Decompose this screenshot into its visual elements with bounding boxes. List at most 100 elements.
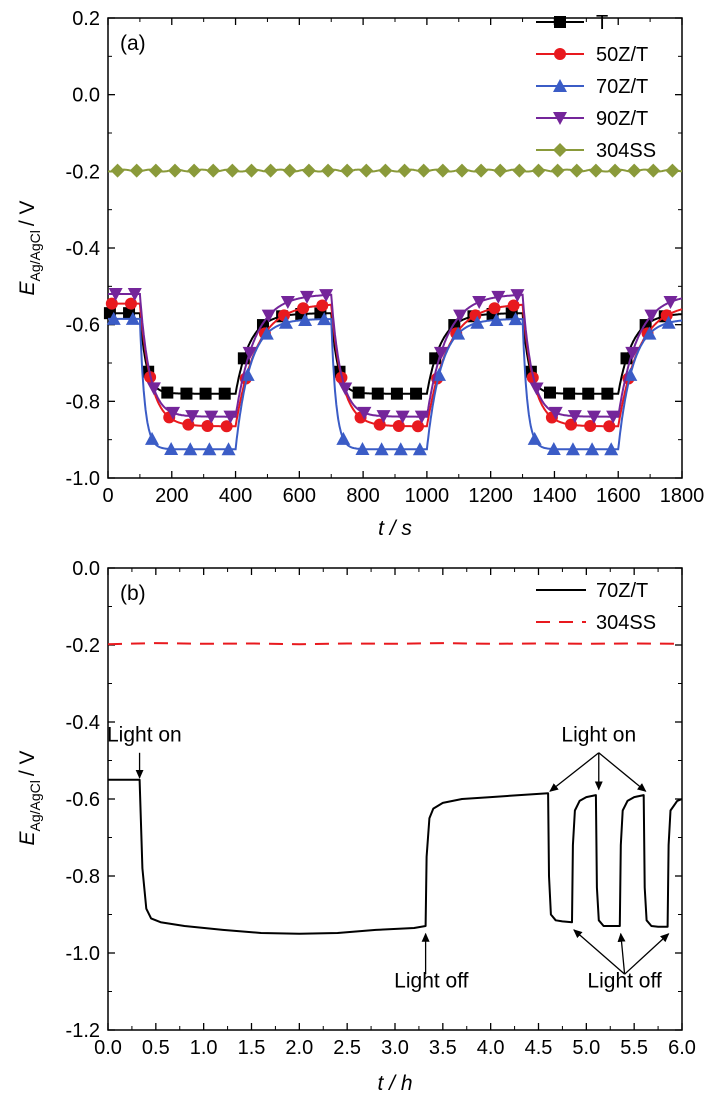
panel-label-a: (a) bbox=[120, 32, 146, 55]
marker-70z-t bbox=[393, 442, 408, 456]
marker-90z-t bbox=[548, 406, 563, 420]
x-tick-label-b: 4.5 bbox=[525, 1037, 553, 1059]
marker-t bbox=[563, 387, 576, 400]
legend-marker bbox=[553, 143, 567, 157]
marker-t bbox=[218, 387, 231, 400]
marker-70z-t bbox=[527, 431, 542, 445]
marker-304ss bbox=[378, 163, 393, 178]
marker-t bbox=[180, 387, 193, 400]
y-axis-label-a-main: E bbox=[16, 281, 39, 296]
marker-70z-t bbox=[355, 442, 370, 456]
series-line-t bbox=[108, 312, 683, 395]
x-tick-label-b: 6.0 bbox=[668, 1037, 696, 1059]
marker-70z-t bbox=[432, 367, 447, 381]
marker-90z-t bbox=[261, 309, 276, 323]
marker-70z-t bbox=[125, 311, 140, 325]
x-tick-label-a: 0 bbox=[102, 485, 113, 507]
marker-70z-t bbox=[106, 311, 121, 325]
marker-70z-t bbox=[336, 431, 351, 445]
marker-70z-t bbox=[317, 312, 332, 326]
series-line-90z-t bbox=[108, 293, 683, 418]
marker-90z-t bbox=[280, 295, 295, 309]
marker-50z-t bbox=[488, 302, 501, 315]
marker-90z-t bbox=[414, 410, 429, 424]
marker-90z-t bbox=[223, 410, 238, 424]
annotation-arrow bbox=[598, 752, 647, 792]
legend-item-50z-t: 50Z/T bbox=[536, 44, 648, 66]
marker-70z-t bbox=[183, 442, 198, 456]
marker-304ss bbox=[148, 163, 163, 178]
series-90z-t bbox=[108, 288, 683, 424]
marker-50z-t bbox=[411, 420, 424, 433]
marker-50z-t bbox=[201, 419, 214, 432]
marker-70z-t bbox=[623, 367, 638, 381]
marker-70z-t bbox=[145, 431, 160, 445]
marker-90z-t bbox=[529, 382, 544, 396]
marker-70z-t bbox=[470, 315, 485, 329]
marker-50z-t bbox=[124, 297, 137, 310]
marker-304ss bbox=[646, 163, 661, 178]
marker-t bbox=[352, 386, 365, 399]
marker-90z-t bbox=[625, 346, 640, 360]
panel-b: 0.0 0.5 1.0 1.5 2.0 2.5 3.0 3.5 4.0 4.5 5.0 5.5 6.0 -… bbox=[16, 558, 696, 1095]
marker-70z-t bbox=[642, 326, 657, 340]
legend-b: 70Z/T 304SS bbox=[536, 580, 656, 634]
marker-t bbox=[410, 387, 423, 400]
marker-50z-t bbox=[105, 297, 118, 310]
marker-304ss bbox=[531, 163, 546, 178]
panel-a: 0 200 400 600 800 1000 1200 1400 1600 1800 -1.0 -0.… bbox=[16, 8, 704, 540]
series-group-a bbox=[103, 163, 683, 456]
series-line-70z-t bbox=[108, 317, 683, 451]
marker-304ss bbox=[493, 163, 508, 178]
marker-50z-t bbox=[182, 418, 195, 431]
y-tick-label-a: -0.4 bbox=[66, 238, 100, 260]
y-tick-label-b: -0.6 bbox=[66, 789, 100, 811]
legend-label: 50Z/T bbox=[596, 44, 648, 66]
annotation-arrow bbox=[617, 932, 626, 975]
legend-label: 90Z/T bbox=[596, 108, 648, 130]
y-tick-label-a: -0.8 bbox=[66, 391, 100, 413]
annotation-arrow bbox=[624, 933, 670, 975]
marker-90z-t bbox=[146, 382, 161, 396]
marker-304ss bbox=[244, 163, 259, 178]
marker-t bbox=[161, 386, 174, 399]
x-tick-label-a: 400 bbox=[219, 485, 252, 507]
series-304ss bbox=[107, 163, 683, 178]
marker-90z-t bbox=[185, 410, 200, 424]
y-axis-label-b-sub: Ag/AgCl bbox=[27, 780, 43, 831]
marker-304ss bbox=[321, 163, 336, 178]
x-tick-label-b: 0.0 bbox=[94, 1037, 122, 1059]
marker-304ss bbox=[206, 163, 221, 178]
legend-marker bbox=[554, 48, 566, 60]
marker-90z-t bbox=[319, 289, 334, 303]
marker-304ss bbox=[627, 163, 642, 178]
legend-marker bbox=[554, 16, 566, 28]
legend-item-304ss: 304SS bbox=[536, 140, 656, 162]
marker-50z-t bbox=[603, 420, 616, 433]
legend-item-90z-t: 90Z/T bbox=[536, 108, 648, 130]
marker-90z-t bbox=[357, 406, 372, 420]
annotation-light-on-multi: Light on bbox=[561, 723, 636, 746]
legend-item-t: T bbox=[536, 12, 608, 34]
y-axis-label-b-main: E bbox=[16, 831, 39, 846]
x-tick-label-b: 5.0 bbox=[572, 1037, 600, 1059]
marker-304ss bbox=[263, 163, 278, 178]
legend-label: 70Z/T bbox=[596, 76, 648, 98]
marker-90z-t bbox=[491, 290, 506, 304]
marker-90z-t bbox=[567, 410, 582, 424]
marker-90z-t bbox=[472, 295, 487, 309]
x-tick-label-a: 600 bbox=[283, 485, 316, 507]
marker-304ss bbox=[301, 163, 316, 178]
marker-304ss bbox=[608, 163, 623, 178]
series-line-304ss bbox=[107, 168, 683, 173]
marker-50z-t bbox=[392, 419, 405, 432]
marker-70z-t bbox=[661, 315, 676, 329]
x-tick-label-a: 1000 bbox=[405, 485, 450, 507]
marker-90z-t bbox=[586, 410, 601, 424]
x-axis-label-a: t / s bbox=[378, 517, 412, 540]
x-tick-label-a: 800 bbox=[346, 485, 379, 507]
marker-304ss bbox=[454, 163, 469, 178]
marker-90z-t bbox=[395, 410, 410, 424]
y-tick-label-a: -1.0 bbox=[66, 468, 100, 490]
x-tick-label-b: 4.0 bbox=[477, 1037, 505, 1059]
